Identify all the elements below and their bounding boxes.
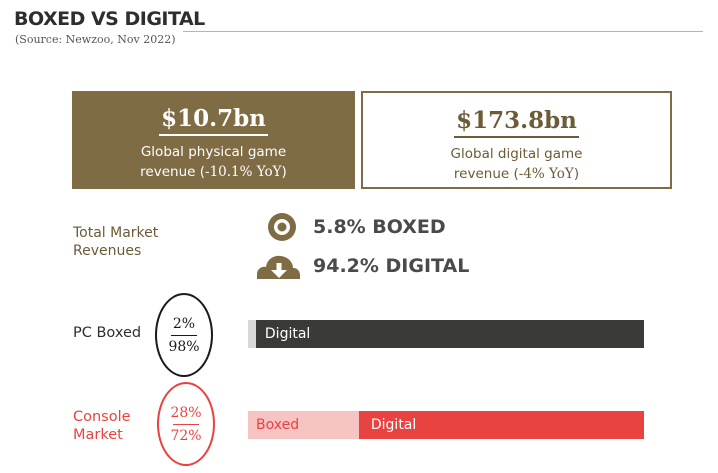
pc-boxed-segment <box>248 320 256 348</box>
console-boxed-segment-label: Boxed <box>256 417 300 433</box>
console-boxed-percent: 28% <box>170 404 202 421</box>
console-digital-percent: 72% <box>170 427 202 444</box>
console-market-label-line1: Console <box>73 409 131 425</box>
console-market-label-line2: Market <box>73 427 123 443</box>
disc-icon <box>268 213 296 241</box>
total-market-label-line2: Revenues <box>73 243 142 259</box>
digital-revenue-card: $173.8bn Global digital game revenue (-4… <box>361 91 672 189</box>
digital-revenue-caption: Global digital game revenue (-4% YoY) <box>363 144 670 184</box>
pc-boxed-label: PC Boxed <box>73 325 142 341</box>
pc-share-circle: 2% 98% <box>155 293 213 377</box>
pc-digital-segment: Digital <box>255 320 644 348</box>
console-fraction-line <box>173 423 199 425</box>
pc-boxed-percent: 2% <box>172 315 196 332</box>
title-divider <box>183 31 703 32</box>
digital-revenue-amount: $173.8bn <box>454 107 579 138</box>
digital-caption-suffix: ) <box>573 166 580 182</box>
page-title: BOXED VS DIGITAL <box>14 8 205 30</box>
console-digital-segment: Digital <box>358 411 644 439</box>
pc-fraction-line <box>171 334 197 336</box>
boxed-share-text: 5.8% BOXED <box>313 216 446 238</box>
total-market-label-line1: Total Market <box>73 225 159 241</box>
physical-revenue-caption: Global physical game revenue (-10.1% YoY… <box>72 142 355 182</box>
console-stacked-bar: Boxed Digital <box>248 411 644 439</box>
source-note: (Source: Newzoo, Nov 2022) <box>15 33 176 46</box>
physical-revenue-card: $10.7bn Global physical game revenue (-1… <box>72 91 355 189</box>
physical-yoy: -10.1% YoY <box>205 164 282 180</box>
total-market-label: Total Market Revenues <box>73 224 158 260</box>
console-share-circle: 28% 72% <box>157 382 215 466</box>
physical-caption-suffix: ) <box>281 164 287 180</box>
physical-caption-prefix: revenue ( <box>140 164 206 180</box>
boxed-share-row: 5.8% BOXED <box>253 211 446 243</box>
digital-caption-line1: Global digital game <box>450 146 583 162</box>
physical-caption-line1: Global physical game <box>140 144 287 160</box>
digital-share-text: 94.2% DIGITAL <box>313 255 470 277</box>
pc-digital-percent: 98% <box>168 338 200 355</box>
digital-caption-prefix: revenue ( <box>453 166 519 182</box>
console-market-label: Console Market <box>73 408 131 444</box>
digital-share-row: 94.2% DIGITAL <box>253 250 469 282</box>
console-boxed-segment: Boxed <box>248 411 359 439</box>
digital-yoy: -4% YoY <box>518 166 574 182</box>
console-digital-segment-label: Digital <box>370 417 417 433</box>
cloud-download-icon <box>257 255 300 279</box>
pc-stacked-bar: Digital <box>248 320 644 348</box>
physical-revenue-amount: $10.7bn <box>159 105 268 136</box>
pc-digital-segment-label: Digital <box>264 326 311 342</box>
